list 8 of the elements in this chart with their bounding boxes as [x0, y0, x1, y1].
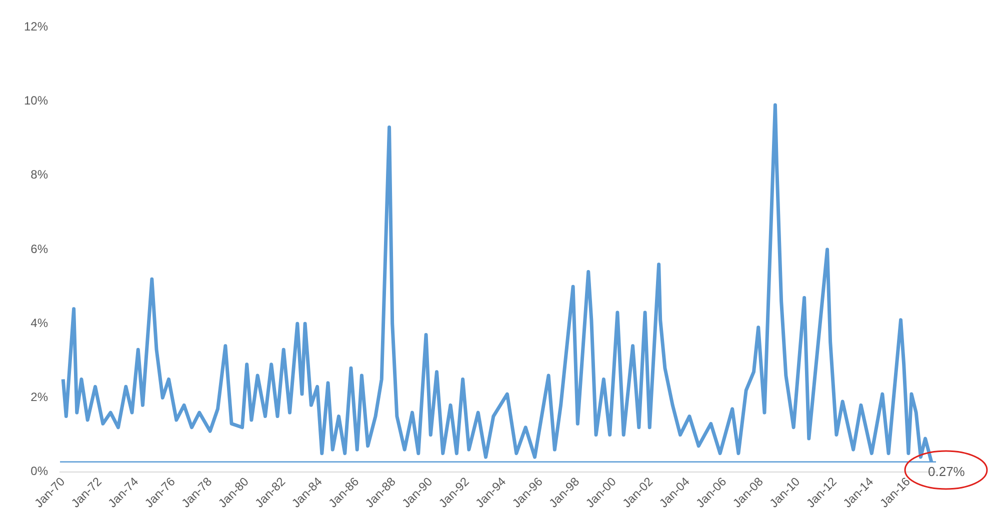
- y-tick-label: 8%: [30, 168, 48, 182]
- y-tick-label: 12%: [24, 20, 48, 34]
- ref-line-label: 0.27%: [928, 464, 966, 479]
- y-tick-label: 4%: [30, 316, 48, 330]
- y-tick-label: 2%: [30, 390, 48, 404]
- y-tick-label: 0%: [30, 464, 48, 478]
- y-tick-label: 6%: [30, 242, 48, 256]
- y-tick-label: 10%: [24, 94, 48, 108]
